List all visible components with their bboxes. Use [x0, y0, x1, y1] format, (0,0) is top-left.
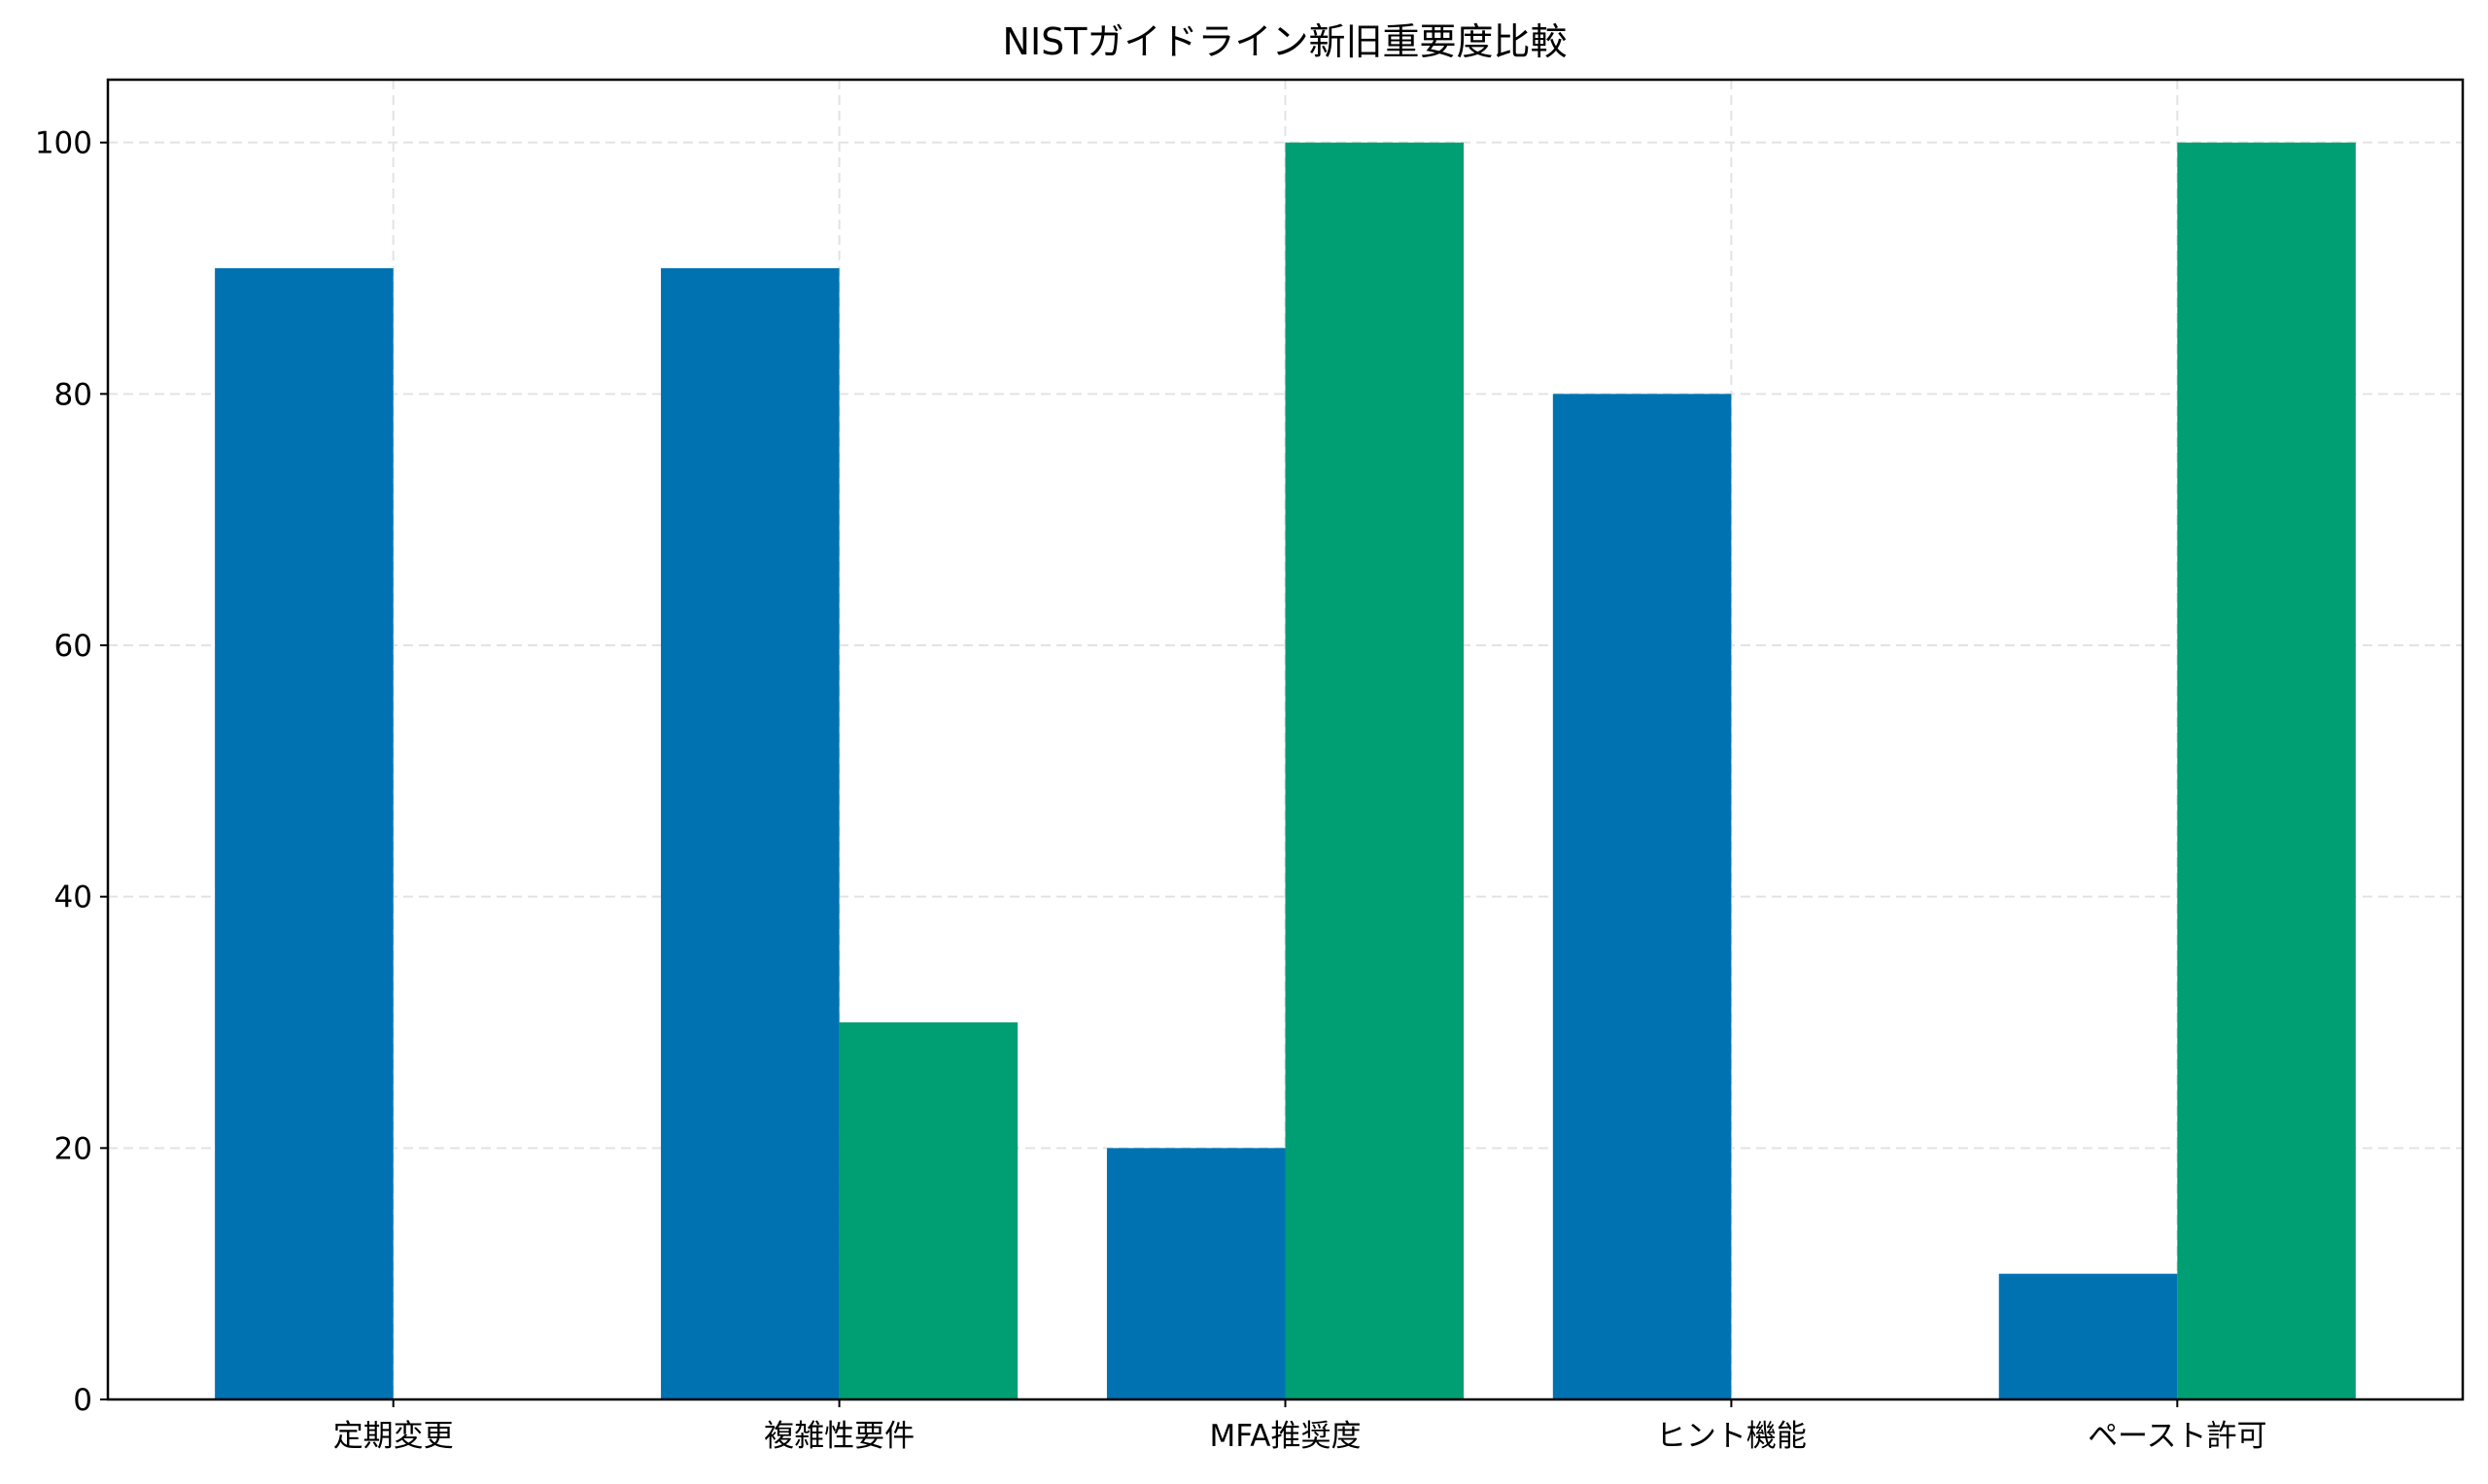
bar-series1-3 — [1552, 394, 1732, 1399]
y-tick-label: 60 — [54, 629, 92, 664]
bar-series1-2 — [1106, 1148, 1286, 1399]
bar-series2-2 — [1285, 142, 1465, 1400]
bar-series1-1 — [661, 268, 840, 1399]
x-tick-label: 複雑性要件 — [764, 1419, 915, 1454]
x-tick-label: ペースト許可 — [2088, 1419, 2266, 1454]
x-axis: 定期変更 複雑性要件 MFA推奨度 ヒント機能 ペースト許可 — [333, 1399, 2267, 1454]
x-tick-label: 定期変更 — [333, 1419, 454, 1454]
chart-title: NISTガイドライン新旧重要度比較 — [1003, 20, 1568, 63]
bar-series1-4 — [1998, 1273, 2178, 1399]
bar-series1-0 — [215, 268, 394, 1399]
x-tick-label: MFA推奨度 — [1210, 1419, 1362, 1454]
y-tick-label: 20 — [54, 1131, 92, 1166]
y-tick-label: 100 — [35, 126, 92, 161]
y-tick-label: 80 — [54, 377, 92, 412]
x-tick-label: ヒント機能 — [1656, 1419, 1807, 1454]
bar-series2-4 — [2177, 142, 2356, 1400]
y-tick-label: 40 — [54, 880, 92, 915]
y-tick-label: 0 — [73, 1383, 92, 1418]
bars — [215, 142, 2356, 1400]
y-axis: 0 20 40 60 80 100 — [35, 126, 108, 1418]
bar-series2-1 — [839, 1022, 1019, 1399]
